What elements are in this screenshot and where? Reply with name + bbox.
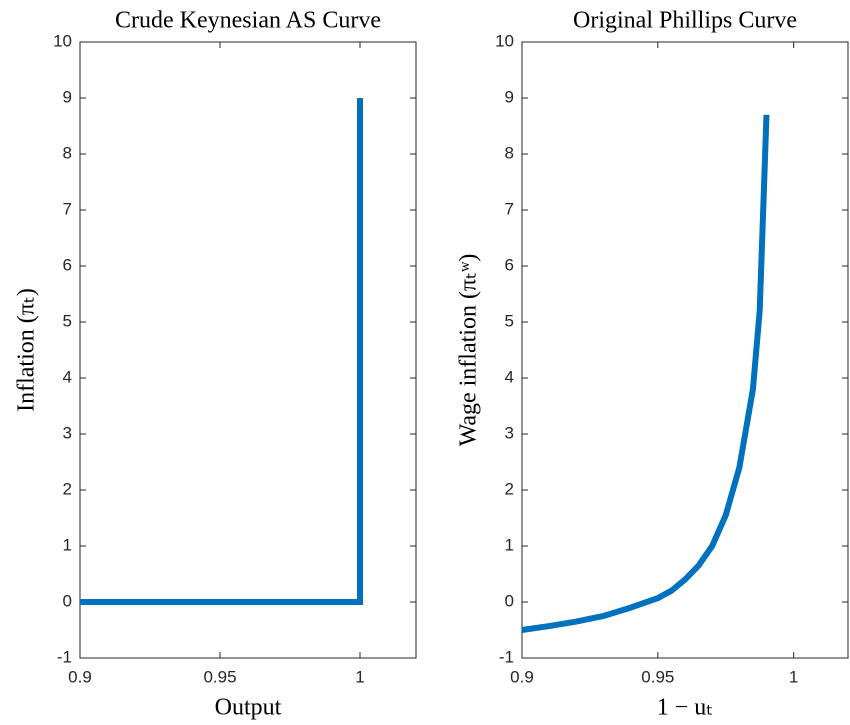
axes-box <box>79 41 417 659</box>
x-axis-label: Output <box>215 695 282 721</box>
x-tick-label: 0.9 <box>510 667 534 686</box>
y-tick-label: -1 <box>57 647 72 666</box>
y-tick-label: 6 <box>505 255 514 274</box>
y-tick-label: 8 <box>505 143 514 162</box>
y-tick-label: 4 <box>505 367 514 386</box>
x-tick-label: 1 <box>355 667 364 686</box>
y-tick-label: 5 <box>505 311 514 330</box>
y-tick-label: -1 <box>499 647 514 666</box>
y-tick-label: 3 <box>63 423 72 442</box>
data-line <box>80 98 363 605</box>
y-tick-label: 10 <box>53 31 72 50</box>
y-axis-label: Inflation (πₜ) <box>14 288 40 412</box>
x-axis-label: 1 − uₜ <box>657 695 714 721</box>
x-tick-label: 0.95 <box>203 667 236 686</box>
y-tick-label: 8 <box>63 143 72 162</box>
y-tick-label: 4 <box>63 367 72 386</box>
y-tick-label: 7 <box>505 199 514 218</box>
y-tick-label: 6 <box>63 255 72 274</box>
y-tick-label: 7 <box>63 199 72 218</box>
y-tick-label: 5 <box>63 311 72 330</box>
y-axis-label: Wage inflation (πₜʷ) <box>456 254 482 447</box>
x-tick-label: 0.9 <box>68 667 92 686</box>
y-tick-label: 9 <box>505 87 514 106</box>
y-tick-label: 1 <box>505 535 514 554</box>
y-tick-label: 2 <box>505 479 514 498</box>
x-tick-label: 0.95 <box>641 667 674 686</box>
y-tick-label: 10 <box>495 31 514 50</box>
y-tick-label: 9 <box>63 87 72 106</box>
data-line <box>521 114 770 633</box>
y-tick-label: 1 <box>63 535 72 554</box>
y-tick-label: 0 <box>505 591 514 610</box>
x-tick-label: 1 <box>789 667 798 686</box>
y-tick-label: 0 <box>63 591 72 610</box>
chart-title: Original Phillips Curve <box>573 8 797 34</box>
chart-title: Crude Keynesian AS Curve <box>115 8 381 34</box>
y-tick-label: 2 <box>63 479 72 498</box>
axes-box <box>521 41 849 659</box>
y-tick-label: 3 <box>505 423 514 442</box>
